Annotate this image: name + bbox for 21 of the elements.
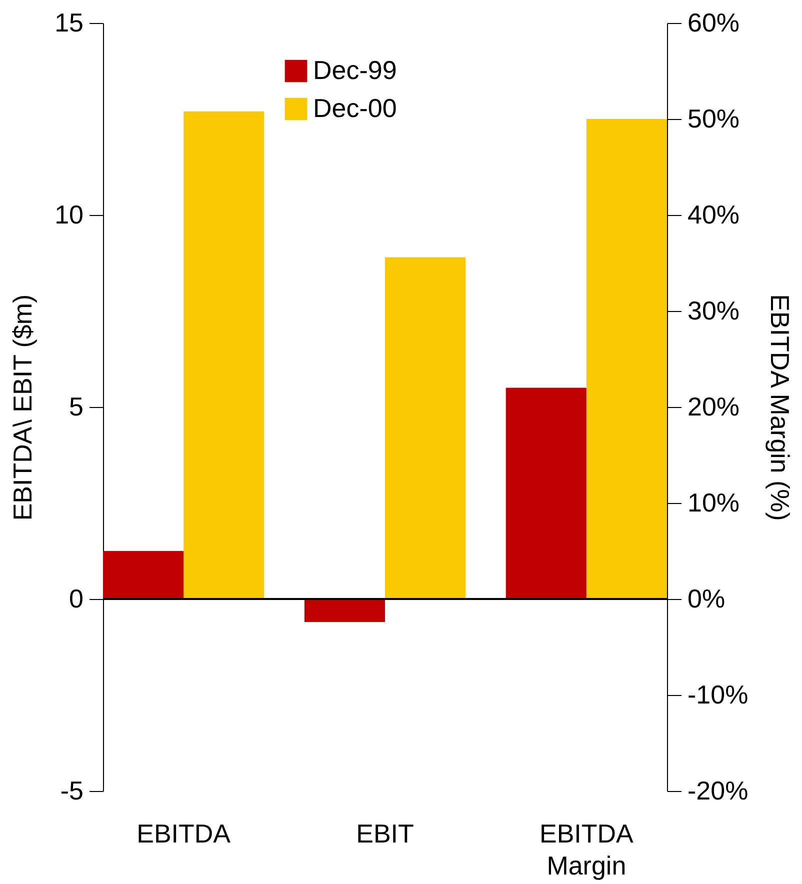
legend-label: Dec-00	[313, 93, 397, 123]
y-tick-label: -5	[60, 776, 84, 806]
y2-tick-label: 0%	[688, 584, 726, 614]
legend-label: Dec-99	[313, 55, 397, 85]
y-axis-title: EBITDA\ EBIT ($m)	[8, 294, 38, 521]
y2-tick-label: 40%	[688, 200, 740, 230]
y2-tick-label: -10%	[688, 680, 748, 710]
y-tick-label: 10	[54, 200, 84, 230]
y-tick-label: 5	[69, 392, 84, 422]
y2-tick-label: -20%	[688, 776, 748, 806]
y-tick-label: 15	[54, 8, 84, 38]
y2-tick-label: 10%	[688, 488, 740, 518]
y2-tick-label: 20%	[688, 392, 740, 422]
y2-tick-label: 30%	[688, 296, 740, 326]
x-tick-label: EBIT	[356, 818, 414, 848]
y2-axis-title: EBITDA Margin (%)	[765, 294, 796, 521]
x-tick-label: EBITDA Margin	[539, 818, 634, 880]
x-tick-label: EBITDA	[136, 818, 232, 848]
y2-tick-label: 60%	[688, 8, 740, 38]
y2-tick-label: 50%	[688, 104, 740, 134]
y-tick-label: 0	[69, 584, 84, 614]
